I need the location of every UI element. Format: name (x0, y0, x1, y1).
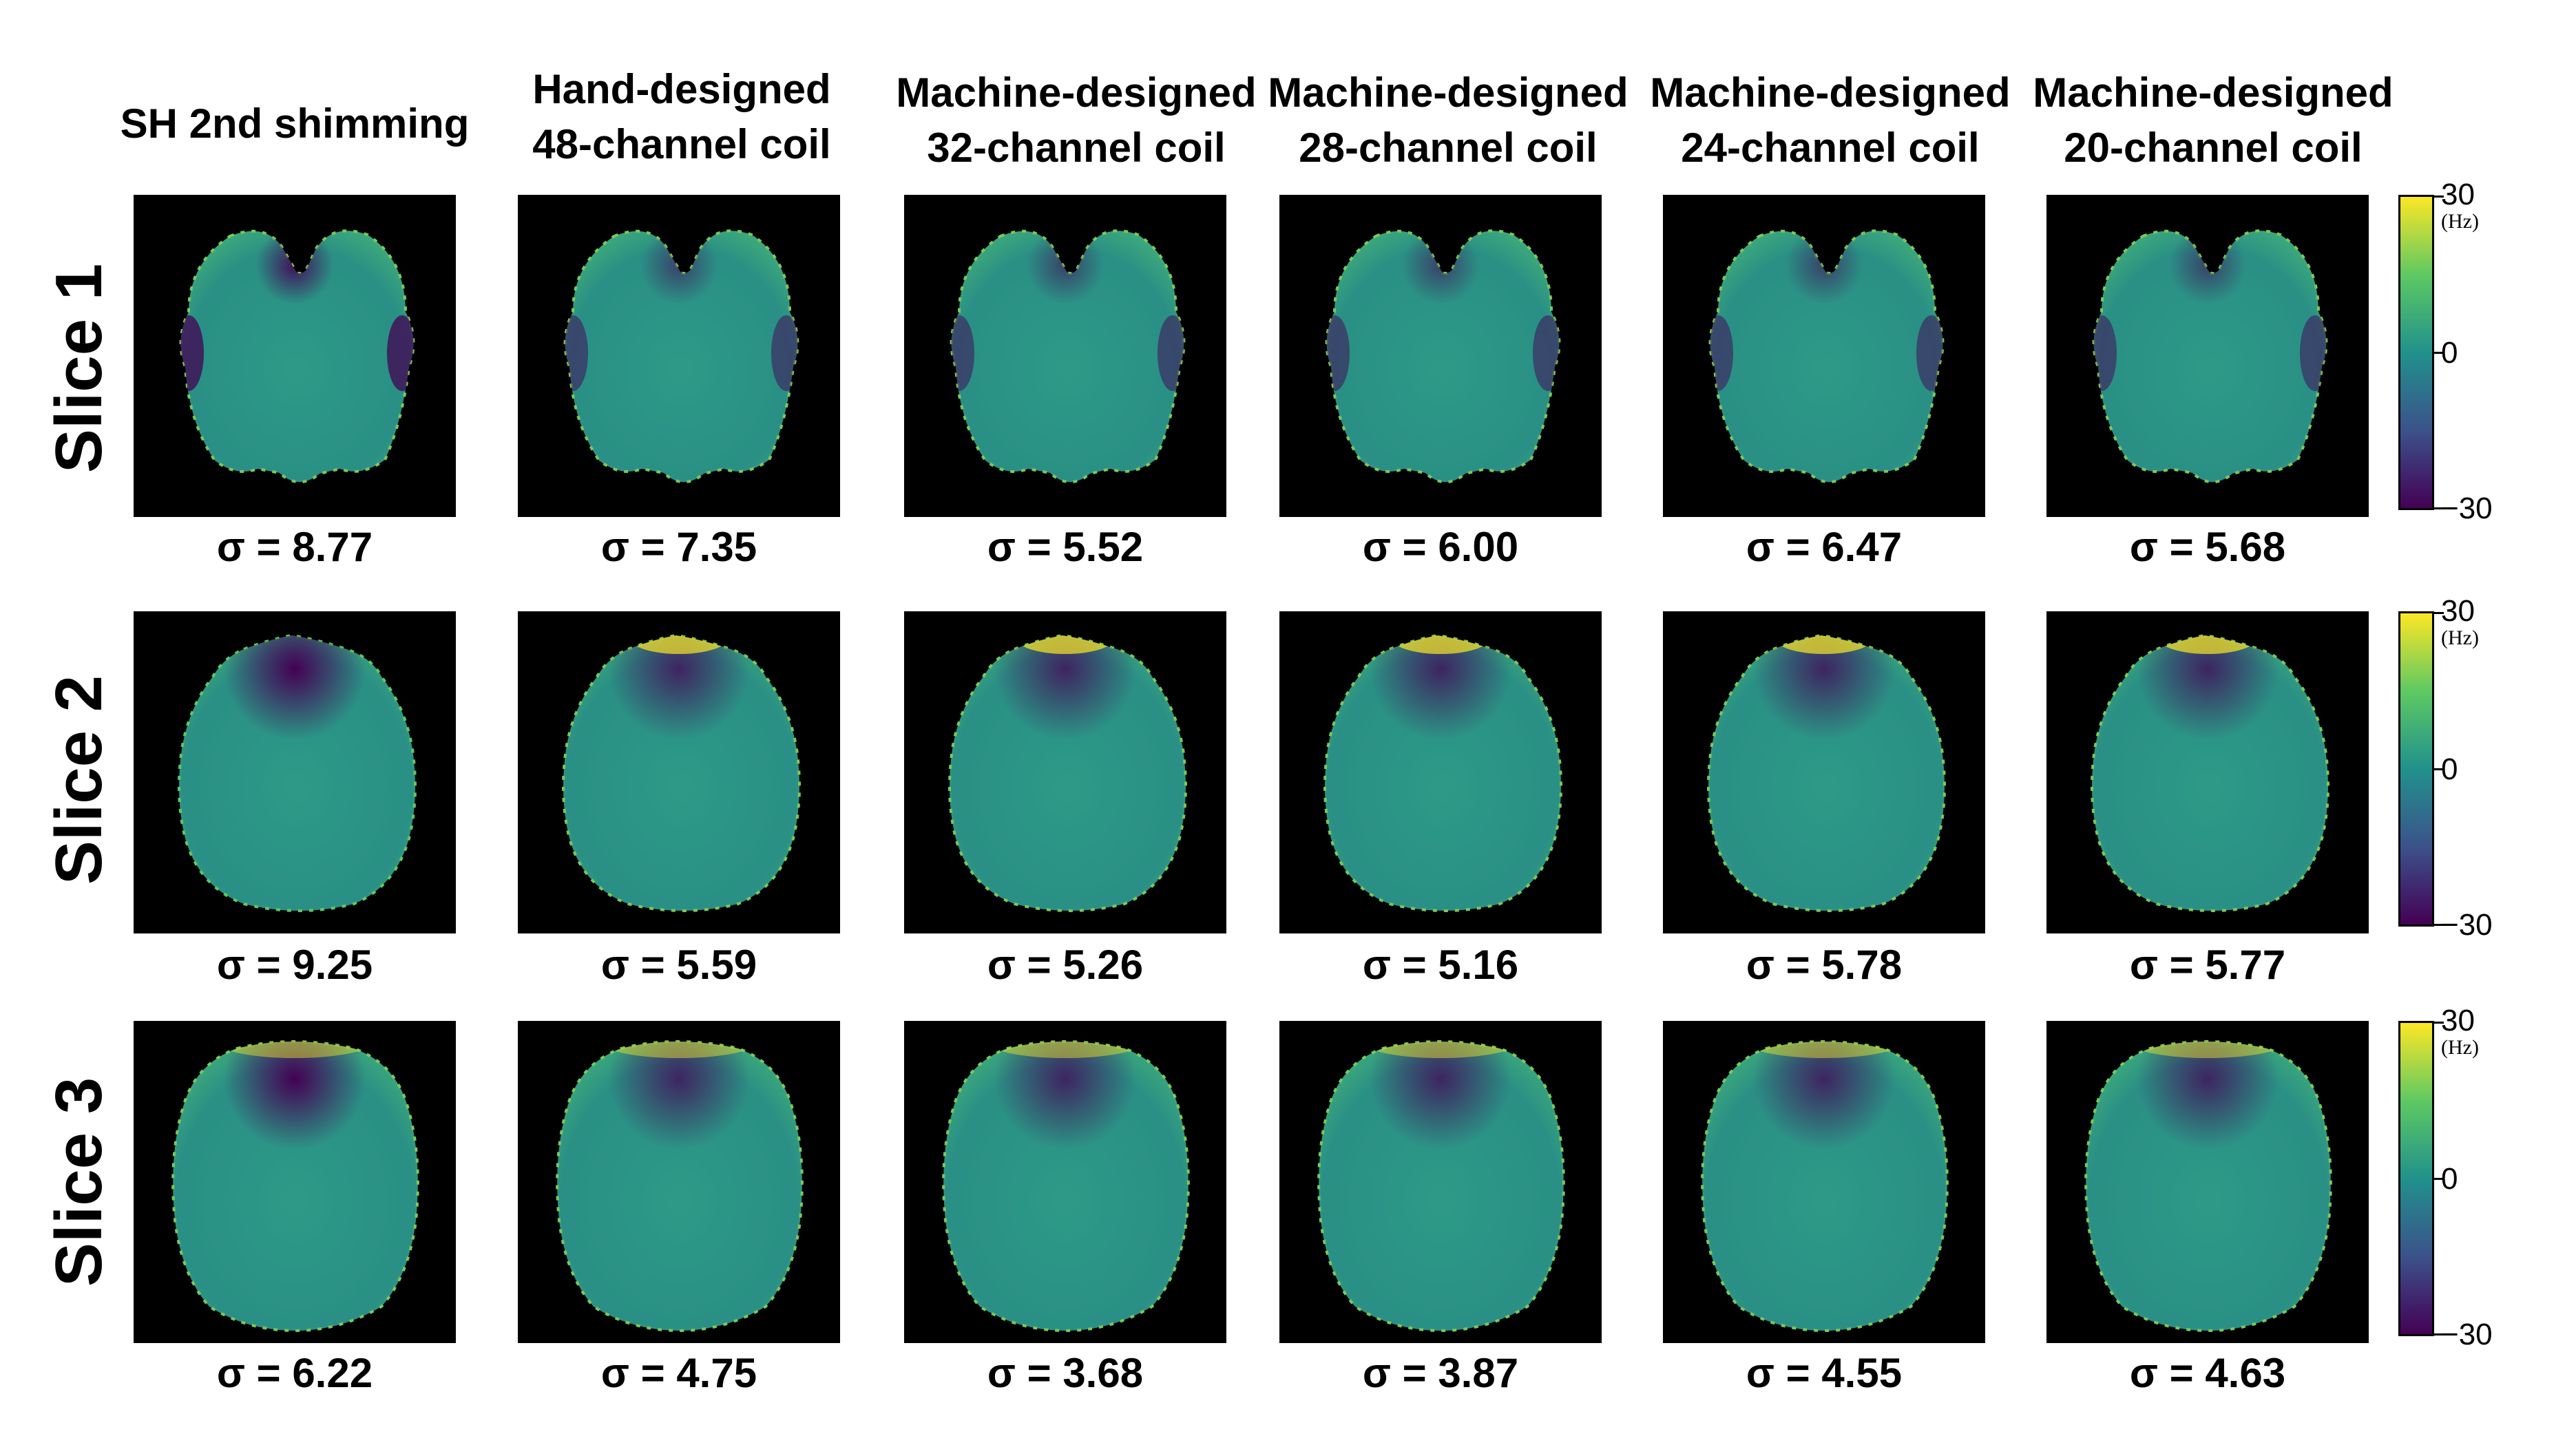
colorbar-tick-mark (2434, 768, 2444, 770)
field-map-image (2046, 195, 2369, 517)
colorbar-tick-mark (2434, 507, 2444, 509)
column-header-2: Hand-designed 48-channel coil (489, 62, 875, 172)
colorbar-tick-mark (2434, 612, 2444, 614)
column-header-line1: Machine-designed (896, 70, 1257, 116)
sigma-value: σ = 9.25 (216, 942, 373, 988)
field-map-image (1663, 1021, 1985, 1343)
brain-slice-graphic (1708, 229, 1945, 484)
brain-slice-graphic (1317, 1040, 1565, 1333)
sigma-value: σ = 7.35 (600, 524, 757, 570)
colorbar-tick-mark (2434, 1333, 2444, 1335)
colorbar-tick-mark (2434, 924, 2444, 926)
sigma-value: σ = 3.87 (1362, 1350, 1519, 1396)
colorbar-unit-label: (Hz) (2441, 626, 2479, 649)
colorbar-min-label: −30 (2441, 908, 2493, 942)
brain-slice-graphic (563, 229, 799, 484)
brain-slice-graphic (950, 229, 1186, 484)
row-label-slice-2: Slice 2 (42, 675, 116, 885)
field-map-image (1279, 195, 1602, 517)
brain-slice-graphic (942, 1040, 1190, 1333)
field-map-image (2046, 611, 2369, 933)
field-map-image (1279, 1021, 1602, 1343)
sigma-value: σ = 6.47 (1746, 524, 1903, 570)
field-map-image (134, 611, 456, 933)
brain-slice-graphic (179, 229, 415, 484)
colorbar-tick-mark (2434, 1178, 2444, 1180)
colorbar-tick-mark (2434, 196, 2444, 198)
colorbar-mid-label: 0 (2441, 1162, 2458, 1196)
colorbar-unit-label: (Hz) (2441, 1036, 2479, 1059)
colorbar-min-label: −30 (2441, 1318, 2493, 1351)
colorbar-max-label: 30 (2441, 178, 2475, 211)
colorbar-max-label: 30 (2441, 594, 2475, 628)
brain-slice-graphic (1323, 633, 1562, 912)
field-map-image (904, 1021, 1226, 1343)
column-header-1: SH 2nd shimming (102, 96, 488, 151)
brain-slice-graphic (178, 633, 417, 912)
colorbar-1 (2398, 195, 2434, 510)
sigma-value: σ = 6.22 (216, 1350, 373, 1396)
brain-slice-graphic (556, 1040, 804, 1333)
field-map-image (1663, 195, 1985, 517)
brain-slice-graphic (1325, 229, 1561, 484)
field-map-image (518, 611, 840, 933)
column-header-line2: 28-channel coil (1299, 125, 1598, 171)
brain-slice-graphic (2084, 1040, 2332, 1333)
sigma-value: σ = 5.26 (987, 942, 1144, 988)
colorbar-mid-label: 0 (2441, 336, 2458, 370)
column-header-line1: Machine-designed (1268, 70, 1629, 116)
field-map-image (904, 195, 1226, 517)
sigma-value: σ = 5.78 (1746, 942, 1903, 988)
brain-slice-graphic (171, 1040, 419, 1333)
sigma-value: σ = 5.59 (600, 942, 757, 988)
field-map-image (134, 1021, 456, 1343)
column-header-4: Machine-designed 28-channel coil (1255, 65, 1641, 176)
sigma-value: σ = 3.68 (987, 1350, 1144, 1396)
colorbar-3 (2398, 1021, 2434, 1336)
column-header-line2: 48-channel coil (532, 121, 831, 167)
sigma-value: σ = 5.68 (2129, 524, 2286, 570)
sigma-value: σ = 8.77 (216, 524, 373, 570)
brain-slice-graphic (2091, 633, 2329, 912)
brain-slice-graphic (948, 633, 1187, 912)
row-label-slice-1: Slice 1 (42, 263, 116, 474)
brain-slice-graphic (1701, 1040, 1949, 1333)
brain-slice-graphic (562, 633, 801, 912)
field-map-image (1663, 611, 1985, 933)
sigma-value: σ = 4.75 (600, 1350, 757, 1396)
sigma-value: σ = 6.00 (1362, 524, 1519, 570)
column-header-line1: SH 2nd shimming (120, 101, 470, 147)
brain-slice-graphic (1707, 633, 1946, 912)
sigma-value: σ = 4.55 (1746, 1350, 1903, 1396)
column-header-5: Machine-designed 24-channel coil (1637, 65, 2023, 176)
column-header-line2: 32-channel coil (927, 125, 1226, 171)
colorbar-tick-mark (2434, 352, 2444, 354)
colorbar-mid-label: 0 (2441, 752, 2458, 786)
sigma-value: σ = 5.16 (1362, 942, 1519, 988)
colorbar-2 (2398, 611, 2434, 927)
column-header-line1: Machine-designed (2033, 70, 2394, 116)
colorbar-max-label: 30 (2441, 1004, 2475, 1037)
colorbar-unit-label: (Hz) (2441, 210, 2479, 233)
column-header-6: Machine-designed 20-channel coil (2020, 65, 2406, 176)
field-map-image (904, 611, 1226, 933)
field-map-image (518, 195, 840, 517)
sigma-value: σ = 5.52 (987, 524, 1144, 570)
row-label-slice-3: Slice 3 (42, 1077, 116, 1287)
column-header-line2: 24-channel coil (1681, 125, 1980, 171)
sigma-value: σ = 5.77 (2129, 942, 2286, 988)
brain-slice-graphic (2092, 229, 2328, 484)
field-map-image (518, 1021, 840, 1343)
field-map-image (1279, 611, 1602, 933)
column-header-line2: 20-channel coil (2064, 125, 2363, 171)
column-header-line1: Hand-designed (532, 66, 831, 112)
column-header-line1: Machine-designed (1650, 70, 2011, 116)
field-map-image (2046, 1021, 2369, 1343)
colorbar-min-label: −30 (2441, 492, 2493, 525)
sigma-value: σ = 4.63 (2129, 1350, 2286, 1396)
colorbar-tick-mark (2434, 1022, 2444, 1024)
column-header-3: Machine-designed 32-channel coil (883, 65, 1269, 176)
field-map-image (134, 195, 456, 517)
